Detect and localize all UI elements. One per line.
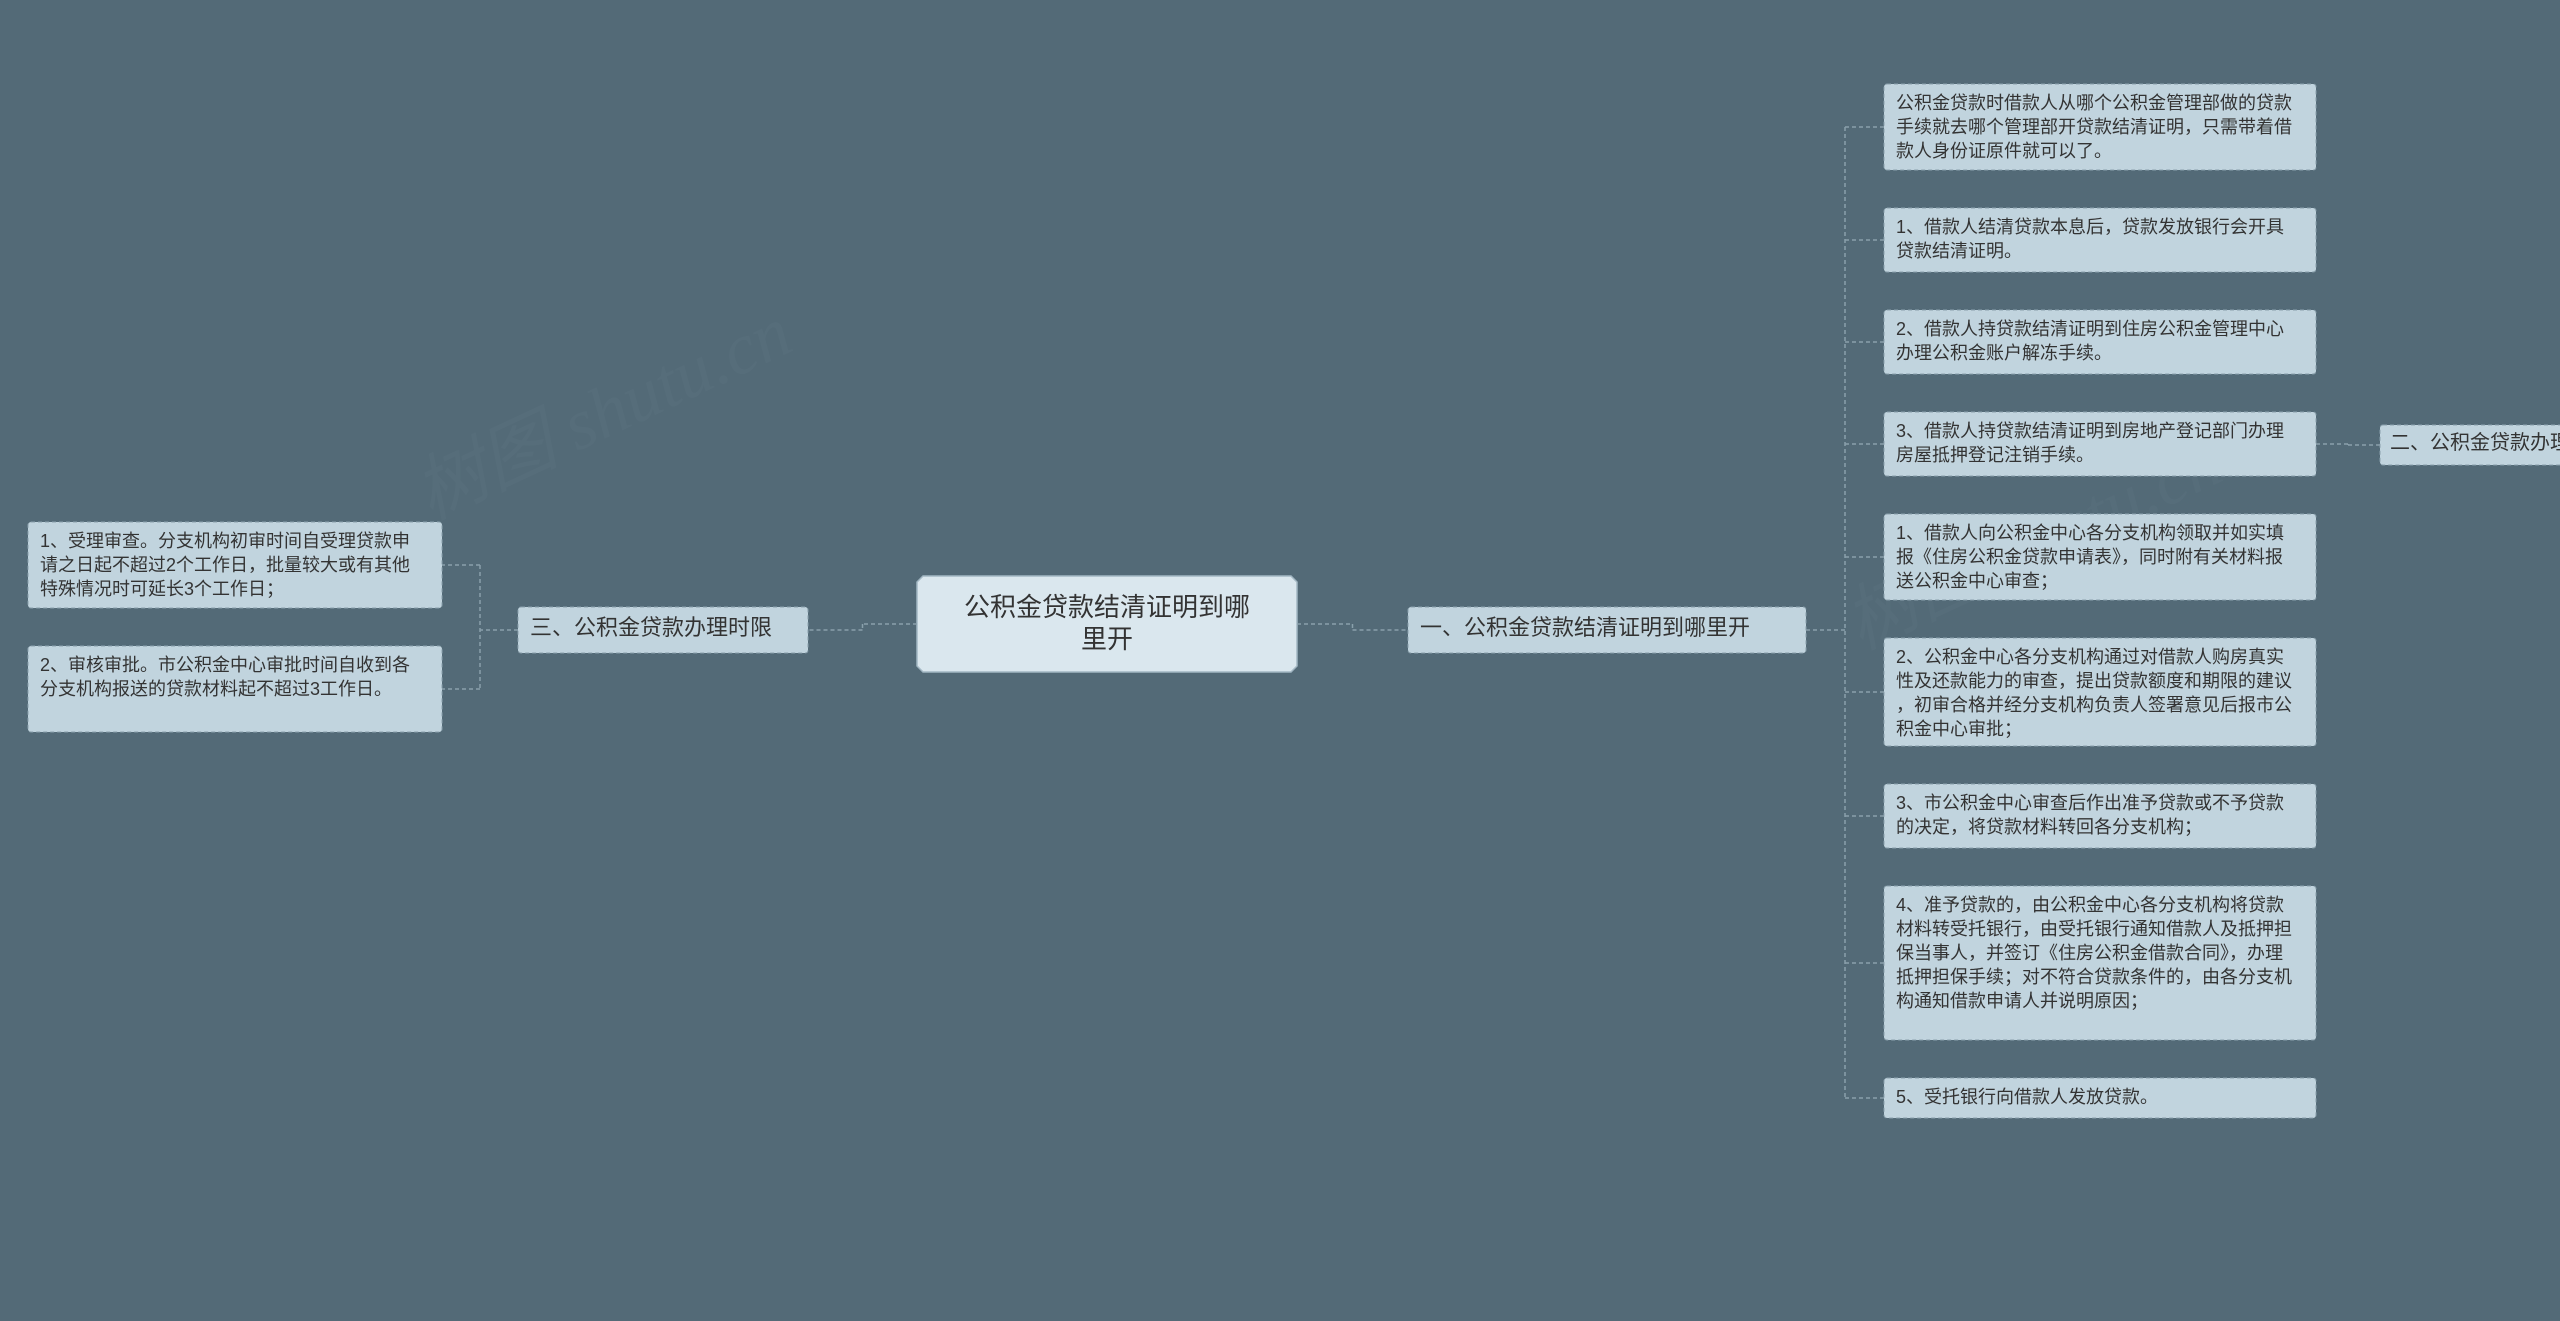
node-label: 5、受托银行向借款人发放贷款。 bbox=[1896, 1087, 2158, 1107]
node-label: 一、公积金贷款结清证明到哪里开 bbox=[1420, 615, 1750, 640]
node-label: 二、公积金贷款办理程序 bbox=[2390, 431, 2560, 454]
node-label: 三、公积金贷款办理时限 bbox=[530, 615, 772, 640]
mindmap-canvas: 树图 shutu.cn树图 shutu.cn公积金贷款结清证明到哪里开一、公积金… bbox=[0, 0, 2560, 1321]
